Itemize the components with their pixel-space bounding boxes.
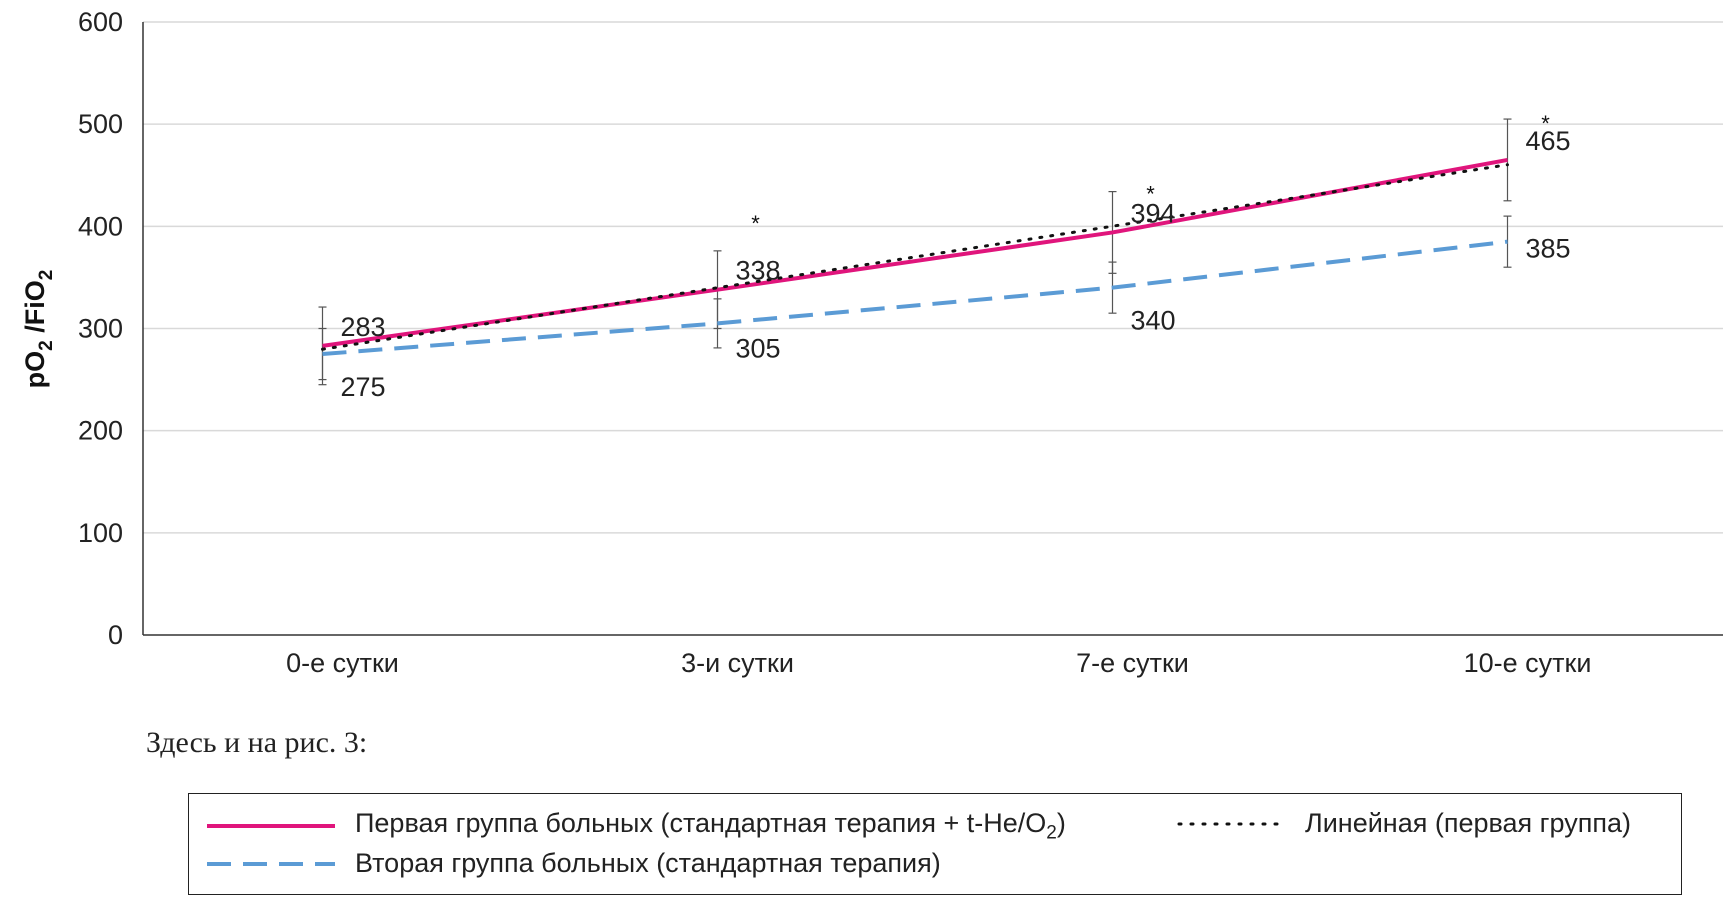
significance-marks: * * * [751, 111, 1550, 236]
x-tick-label-0: 0-е сутки [286, 648, 399, 678]
y-tick-label-0: 0 [108, 620, 123, 650]
y-tick-label-600: 600 [78, 7, 123, 37]
axes [142, 22, 1723, 636]
legend-swatch-dotted [1177, 822, 1285, 825]
significance-mark-1: * [1146, 182, 1155, 207]
data-labels: 283 338 394 465 275 305 340 385 [341, 126, 1571, 402]
legend: Первая группа больных (стандартная терап… [188, 793, 1682, 895]
significance-mark-2: * [1541, 111, 1550, 136]
data-label-group2-0: 275 [341, 372, 386, 402]
significance-mark-0: * [751, 211, 760, 236]
data-label-group1-3: 465 [1526, 126, 1571, 156]
y-tick-labels: 0 100 200 300 400 500 600 [78, 7, 123, 650]
x-tick-label-3: 10-е сутки [1464, 648, 1592, 678]
x-tick-label-1: 3-и сутки [681, 648, 794, 678]
data-label-group1-2: 394 [1131, 198, 1176, 228]
data-label-group1-1: 338 [736, 256, 781, 286]
trend-line-group1 [321, 163, 1509, 351]
series-line-group1 [322, 157, 1508, 348]
legend-item-group2: Вторая группа больных (стандартная терап… [207, 848, 941, 879]
x-tick-labels: 0-е сутки 3-и сутки 7-е сутки 10-е сутки [286, 648, 1591, 678]
legend-label-group2: Вторая группа больных (стандартная терап… [355, 848, 941, 878]
series-lines [321, 157, 1509, 357]
data-label-group2-3: 385 [1526, 234, 1571, 264]
grid-lines [143, 21, 1723, 534]
error-bars [318, 118, 1512, 386]
y-tick-label-300: 300 [78, 314, 123, 344]
data-label-group1-0: 283 [341, 312, 386, 342]
line-chart: 0 100 200 300 400 500 600 0-е сутки 3-и сутки 7-… [20, 7, 1723, 678]
y-tick-label-500: 500 [78, 109, 123, 139]
legend-label-group1: Первая группа больных (стандартная терап… [355, 808, 1066, 844]
legend-swatch-solid [207, 824, 335, 829]
figure-note: Здесь и на рис. 3: [146, 726, 368, 759]
y-tick-label-100: 100 [78, 518, 123, 548]
x-tick-label-2: 7-е сутки [1076, 648, 1189, 678]
data-label-group2-2: 340 [1131, 306, 1176, 336]
y-tick-label-400: 400 [78, 211, 123, 241]
legend-item-group1: Первая группа больных (стандартная терап… [207, 808, 1066, 844]
y-tick-label-200: 200 [78, 416, 123, 446]
legend-label-trend: Линейная (первая группа) [1305, 808, 1631, 838]
legend-item-trend: Линейная (первая группа) [1177, 808, 1631, 839]
series-line-group2 [322, 239, 1508, 357]
legend-swatch-dashed [207, 861, 335, 866]
y-axis-label: pO2 /FiO2 [20, 270, 57, 389]
data-label-group2-1: 305 [736, 333, 781, 363]
